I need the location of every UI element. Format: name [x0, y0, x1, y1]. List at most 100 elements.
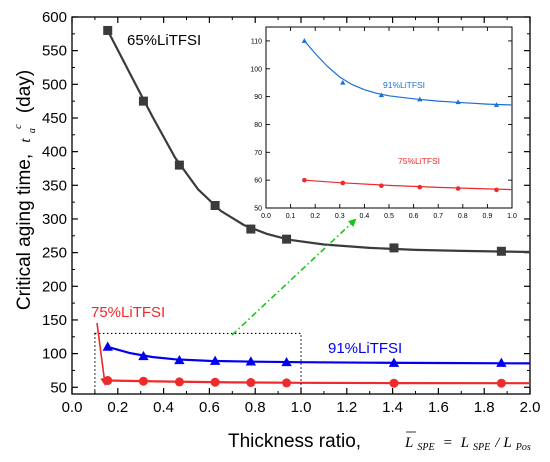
x-tick-label: 0.8 — [245, 399, 266, 416]
inset-y-tick-label: 100 — [250, 66, 262, 73]
inset-y-tick-label: 110 — [251, 38, 262, 45]
x-tick-label: 1.0 — [291, 399, 312, 416]
y-axis-symbol: t — [18, 138, 34, 143]
inset-y-tick-label: 50 — [254, 206, 262, 213]
data-point — [496, 246, 506, 256]
data-point — [246, 224, 256, 234]
inset-x-tick-label: 0.8 — [458, 213, 468, 220]
inset-chart: 0.0 0.1 0.2 0.3 0.4 0.5 0.6 0.7 0.8 0.9 1.0 50 60 70 8… — [250, 26, 517, 220]
y-axis-symbol-sub: a — [27, 128, 38, 133]
x-formula-lhs: L — [404, 435, 413, 451]
data-point — [389, 243, 399, 253]
x-axis-title-text: Thickness ratio, — [228, 431, 361, 452]
inset-data-point — [340, 79, 346, 85]
y-tick-label: 150 — [42, 312, 67, 329]
series-line — [107, 345, 531, 365]
y-tick-label: 250 — [42, 245, 67, 262]
inset-y-tick-label: 60 — [254, 178, 262, 185]
inset-data-point — [494, 187, 499, 193]
data-point — [174, 160, 184, 170]
data-point — [281, 356, 292, 367]
data-point — [496, 378, 506, 388]
data-point — [389, 378, 399, 388]
data-point — [282, 234, 292, 244]
inset-x-tick-label: 0.7 — [433, 213, 443, 220]
zoom-arrow — [231, 218, 357, 336]
y-axis-symbol-sup: c — [13, 124, 24, 129]
x-formula-slash: / — [494, 435, 501, 451]
inset-y-tick-label: 70 — [254, 150, 262, 157]
data-point — [138, 96, 148, 106]
inset-data-point — [417, 184, 423, 190]
data-point — [103, 25, 113, 35]
x-formula-lhs-sub: SPE — [417, 442, 434, 453]
inset-x-tick-label: 0.2 — [310, 213, 320, 220]
y-tick-label: 400 — [42, 144, 67, 161]
inset-x-tick-label: 0.1 — [286, 213, 296, 220]
data-point — [496, 357, 507, 367]
data-point — [174, 354, 185, 365]
y-tick-label: 50 — [50, 379, 67, 396]
inset-series-line — [304, 179, 513, 191]
inset-data-point — [379, 183, 384, 189]
y-axis-title-text: Critical aging time, — [14, 154, 35, 310]
data-point — [210, 377, 220, 387]
inset-frame — [265, 26, 513, 209]
inset-x-tick-label: 0.9 — [483, 213, 493, 220]
x-tick-label: 1.6 — [428, 399, 449, 416]
series-line — [106, 29, 531, 254]
inset-data-point — [302, 177, 307, 183]
inset-x-tick-label: 0.5 — [384, 213, 394, 220]
y-tick-label: 500 — [42, 76, 67, 93]
y-axis-unit: (day) — [14, 70, 35, 113]
inset-series-line — [303, 40, 513, 106]
data-point — [138, 350, 149, 361]
data-point — [388, 357, 400, 367]
data-point — [246, 378, 256, 388]
inset-data-point — [455, 99, 461, 105]
inset-x-tick-label: 0.0 — [261, 213, 271, 220]
x-formula-num: L — [460, 435, 469, 451]
y-tick-label: 600 — [42, 9, 67, 26]
series-line — [107, 379, 531, 385]
y-tick-label: 100 — [42, 346, 67, 363]
series-label: 91%LiTFSI — [328, 340, 402, 357]
data-point — [210, 201, 220, 210]
x-tick-label: 1.8 — [474, 399, 495, 416]
y-tick-label: 350 — [42, 177, 67, 194]
x-tick-label: 0.4 — [153, 399, 174, 416]
inset-x-tick-label: 0.4 — [360, 213, 370, 220]
main-axes: 0.0 0.2 0.4 0.6 0.8 1.0 1.2 1.4 1.6 1.8 2.0 50 100 15… — [42, 9, 540, 416]
x-formula-den: L — [502, 435, 511, 451]
x-axis-title: Thickness ratio, L SPE = L SPE / L Pos — [228, 431, 531, 453]
inset-data-point — [417, 96, 423, 102]
y-tick-label: 550 — [42, 43, 67, 60]
annotations — [94, 218, 357, 395]
y-tick-label: 200 — [42, 278, 67, 295]
inset-y-tick-label: 80 — [254, 122, 262, 129]
main-series: 65%LiTFSI 91%LiTFSI 75%LiTFSI — [91, 25, 531, 388]
x-tick-label: 0.2 — [107, 399, 128, 416]
inset-data-point — [455, 186, 461, 191]
inset-x-tick-label: 0.6 — [409, 213, 419, 220]
inset-data-point — [340, 180, 346, 186]
inset-x-tick-label: 1.0 — [507, 213, 517, 220]
x-formula-den-sub: Pos — [515, 442, 531, 453]
data-point — [209, 355, 221, 365]
y-tick-label: 450 — [42, 110, 67, 127]
series-label: 75%LiTFSI — [91, 304, 165, 321]
x-tick-label: 1.2 — [336, 399, 357, 416]
inset-series-label: 91%LiTFSI — [383, 80, 425, 90]
series-label: 65%LiTFSI — [127, 32, 201, 49]
y-tick-label: 300 — [42, 211, 67, 228]
data-point — [245, 356, 257, 366]
y-axis-title: Critical aging time, t a c (day) — [13, 70, 38, 310]
data-point — [282, 378, 292, 388]
x-formula-num-sub: SPE — [473, 442, 490, 453]
inset-series-label: 75%LiTFSI — [398, 156, 440, 166]
inset-data-point — [493, 102, 500, 107]
data-point — [102, 341, 113, 351]
label-arrow-75 — [96, 322, 109, 386]
inset-data-point — [378, 92, 385, 98]
